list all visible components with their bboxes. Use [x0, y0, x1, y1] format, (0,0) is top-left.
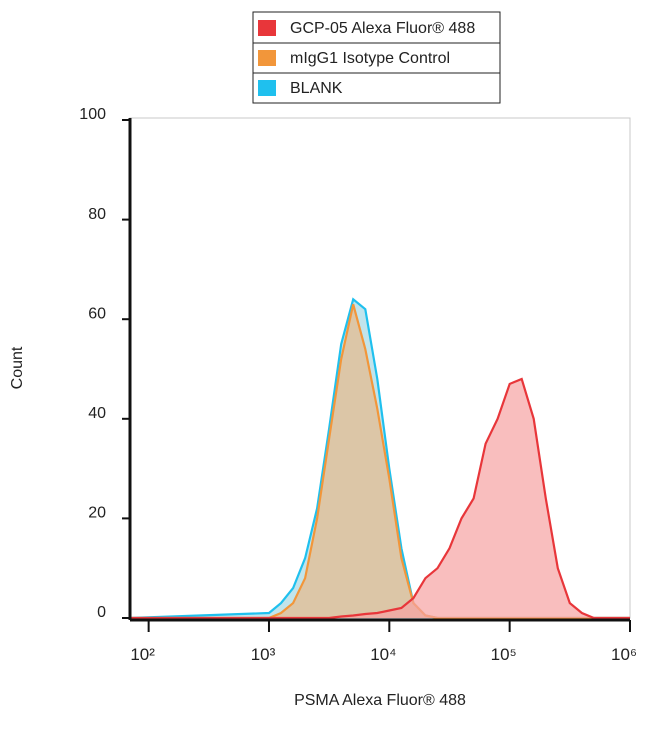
legend-label: mIgG1 Isotype Control: [290, 50, 450, 67]
y-tick-label: 100: [79, 106, 106, 123]
legend-swatch: [258, 20, 276, 36]
histogram-area: [130, 304, 630, 618]
y-axis-label: Count: [9, 346, 26, 389]
y-tick-label: 60: [88, 305, 106, 322]
x-axis-label: PSMA Alexa Fluor® 488: [294, 692, 466, 709]
legend-label: BLANK: [290, 80, 343, 97]
y-tick-label: 20: [88, 505, 106, 522]
y-tick-label: 40: [88, 405, 106, 422]
legend-box: [252, 11, 501, 104]
x-tick-label: 10⁶: [611, 645, 637, 664]
legend-swatch: [258, 50, 276, 66]
legend-swatch: [258, 80, 276, 96]
y-tick-label: 0: [97, 604, 106, 621]
y-tick-label: 80: [88, 206, 106, 223]
histogram-line: [130, 377, 630, 620]
x-tick-label: 10³: [251, 645, 276, 664]
histogram-area: [130, 379, 630, 618]
x-tick-label: 10⁴: [370, 645, 396, 664]
legend-label: GCP-05 Alexa Fluor® 488: [290, 20, 475, 37]
x-tick-label: 10²: [130, 645, 155, 664]
x-tick-label: 10⁵: [491, 645, 517, 664]
